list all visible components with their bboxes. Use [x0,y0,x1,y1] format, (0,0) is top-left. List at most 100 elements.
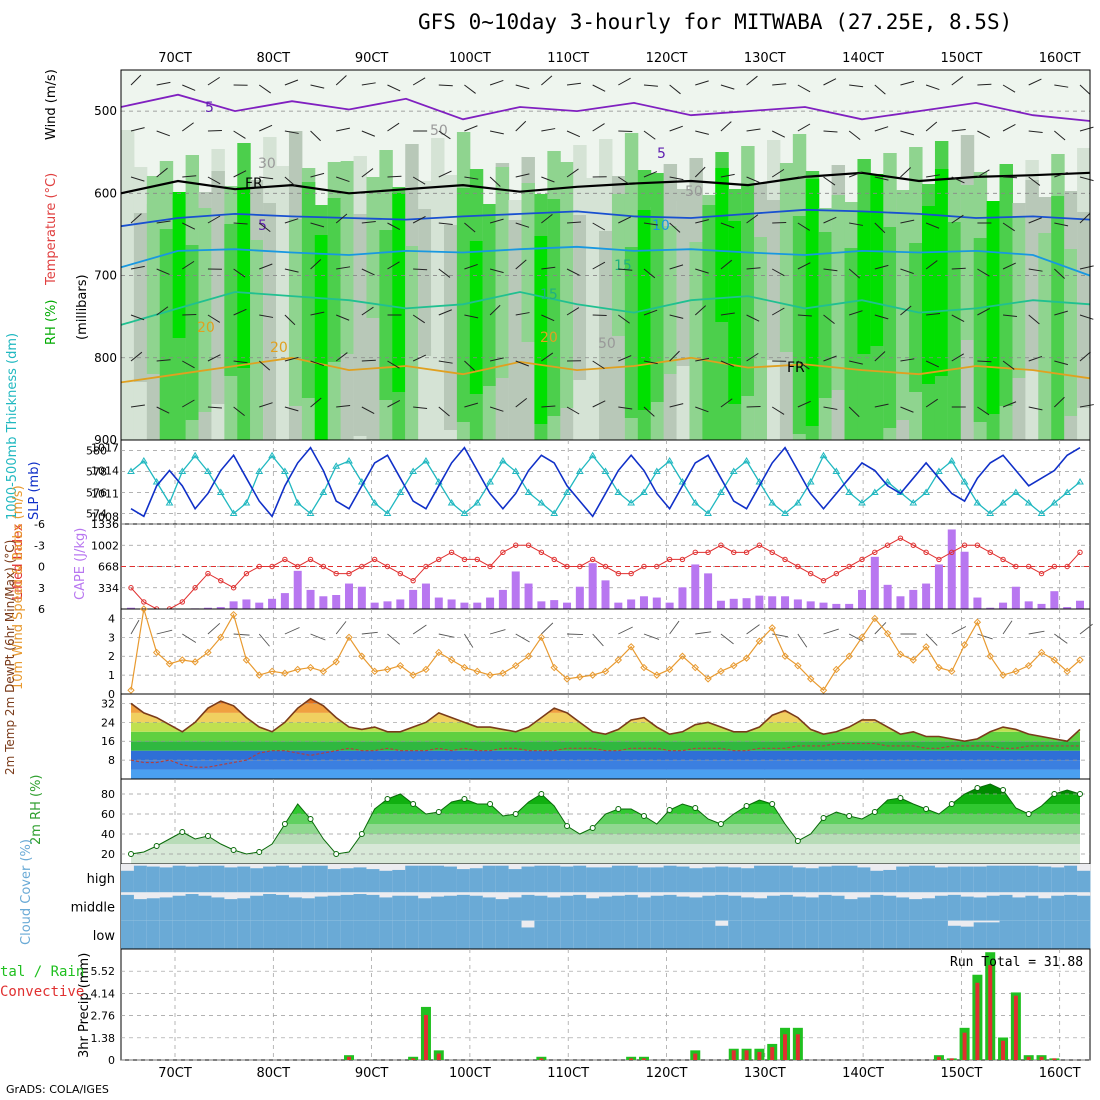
cape-bar [370,602,379,609]
wind-barb [669,314,684,319]
wind-speed-point [242,656,251,664]
ylabel-temp: Temperature (°C) [44,173,59,286]
wind-speed-point [806,675,815,683]
cloud-cell [999,920,1013,949]
cloud-cell [986,922,1000,949]
wind-barb [310,84,325,89]
cape-bar [793,599,802,609]
cape-bar [832,603,841,609]
cloud-cell [728,920,742,949]
wind-barb [746,624,760,635]
thickness-point [678,478,687,485]
lifted-index-point [282,556,288,563]
lifted-index-point [461,556,468,563]
wind-barb [618,216,632,224]
wind-barb [489,268,504,274]
wind-barb [310,360,324,367]
cloud-cell [754,898,768,921]
wind-barb [489,79,504,86]
temp-band [131,750,1080,761]
lifted-index-point [936,556,942,563]
cape-bar [601,580,610,609]
wind-barb [336,176,350,183]
wind-speed-point [935,663,943,672]
cloud-cell [689,868,703,893]
y-tick-label: 16 [101,735,115,748]
precip-conv-bar [795,1034,800,1060]
cloud-cell [611,895,626,921]
cape-bar [203,607,212,609]
thickness-point [319,488,328,495]
wind-barb [438,360,453,364]
wind-speed-point [819,686,828,694]
wind-barb [310,633,326,641]
rh-cell [973,238,988,422]
wind-ylabel: 10m Wind Speed & Barbs (m/s) [11,485,26,690]
rh-cell [999,164,1013,406]
cloud-cell [405,895,419,921]
wind-speed-point [614,656,623,664]
rh-cell [340,161,355,354]
cloud-cell [792,867,807,893]
wind-barb [771,307,785,316]
wind-barb [592,84,606,92]
wind-barb [361,631,378,635]
contour-label: 50 [685,184,703,200]
wind-barb [1054,130,1066,141]
cape-bar [357,586,366,609]
thickness-point [127,467,135,474]
wind-barb [336,314,350,321]
thickness-point [447,499,456,506]
wind-barb [258,222,271,233]
cloud-cell [159,920,174,949]
cloud-cell [599,896,613,921]
cape-bar [652,597,661,609]
wind-barb [130,127,145,132]
wind-barb [438,170,452,178]
ylabel-wind: 10m Wind Speed & Barbs (m/s) [11,485,26,690]
thickness-point [255,467,264,474]
wind-speed-point [1076,656,1084,664]
wind-speed-point [999,671,1007,679]
lifted-index-point [577,563,583,570]
cloud-cell [805,897,820,921]
cloud-cell [547,920,561,949]
wind-speed-point [871,614,879,623]
cloud-cell [767,895,781,921]
lifted-index-point [179,599,185,605]
cloud-cell [986,865,1000,893]
wind-barb [156,406,170,414]
cloud-cell [624,920,639,949]
cloud-cell [379,920,393,949]
cloud-cell [663,865,677,893]
cape-bar [563,602,572,609]
li-ylabel: Lifted Index CAPE (J/kg) [11,523,88,600]
rh-cell [276,166,290,324]
thickness-point [1037,509,1046,516]
wind-barb [618,176,631,186]
cloud-cell [508,920,522,949]
thickness-point [858,499,866,506]
lifted-index-point [474,556,480,563]
cloud-cell [754,865,768,893]
wind-barb [848,171,863,178]
temp-band [131,741,1080,751]
footer-credit: GrADS: COLA/IGES [6,1083,109,1096]
rh-cell [883,227,897,428]
wind-barb [233,130,246,139]
wind-speed-point [883,629,892,638]
cape-bar [537,601,546,609]
wind-barb [233,308,247,316]
lifted-index-point [307,556,314,563]
cloud-cell [586,867,600,893]
wind-barb [874,403,889,408]
wind-barb [720,121,732,132]
bottom-x-tick-label: 110CT [547,1066,589,1081]
cloud-cover-panel: high middle low Cloud Cover (%) [19,839,1091,950]
thickness-point [229,509,238,516]
cloud-cell [276,894,290,921]
cloud-cell [185,894,199,921]
cape-bar [447,599,456,609]
cloud-cell [379,897,393,921]
wind-barb [643,171,658,178]
